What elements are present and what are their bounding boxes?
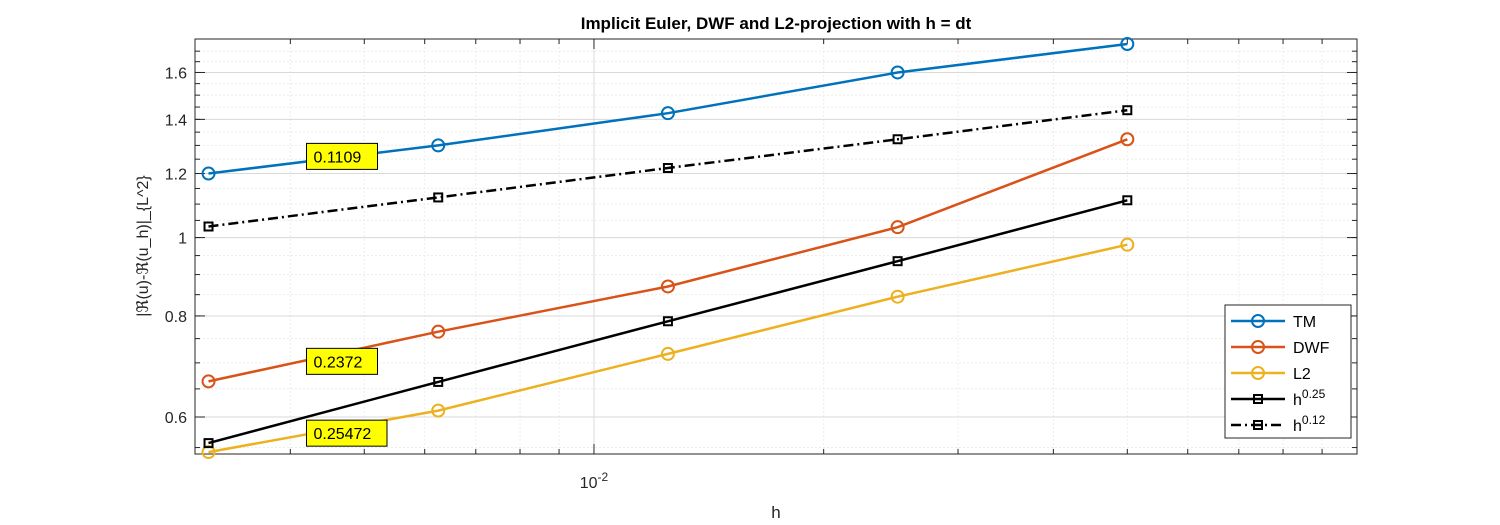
annotation-background [305,419,388,447]
x-tick-label: 10-2 [580,470,609,492]
data-point [662,316,673,327]
data-point [433,192,444,203]
data-point [1120,132,1135,147]
data-point [890,65,905,80]
annotation-label: 0.25472 [313,426,371,443]
data-point [201,445,216,460]
data-point [892,134,903,145]
legend-item[interactable]: TM [1231,314,1316,331]
annotations: 0.1109 0.2372 0.25472 [305,142,388,447]
legend-label: h0.25 [1293,387,1326,409]
data-point [660,279,675,294]
axis-ticks: 0.6 0.8 1 1.2 1.4 1.6 10-2 [165,39,1358,492]
data-point [660,106,675,121]
data-point [431,138,446,153]
x-axis-label: h [771,503,780,522]
data-point [1122,195,1133,206]
series-line [208,108,1128,228]
legend[interactable]: TM DWF L2 h0.25 h0.12 [1224,304,1352,439]
annotation-box: 0.2372 [305,347,378,375]
series-line [208,199,1128,445]
y-tick-label: 1.2 [165,167,187,184]
data-point [201,374,216,389]
data-point [431,403,446,418]
legend-label: h0.12 [1293,413,1326,435]
legend-marker [1253,420,1263,430]
data-point [1120,37,1135,52]
legend-label: DWF [1293,340,1330,357]
series-h-0-12 [203,105,1133,232]
data-point [203,221,214,232]
annotation-background [305,347,378,375]
annotation-box: 0.1109 [305,142,378,170]
y-tick-label: 0.6 [165,410,187,427]
legend-marker [1251,314,1265,328]
y-tick-label: 1.4 [165,112,187,129]
data-point [892,256,903,267]
legend-item[interactable]: h0.25 [1231,387,1326,409]
data-point [890,220,905,235]
data-point [1120,237,1135,252]
annotation-label: 0.2372 [313,354,362,371]
annotation-background [305,142,378,170]
y-axis-label: |ℜ(u)-ℜ(u_h)|_{L^2} [135,175,152,317]
annotation-box: 0.25472 [305,419,388,447]
data-point [660,346,675,361]
y-tick-label: 0.8 [165,309,187,326]
data-point [662,163,673,174]
legend-marker [1251,340,1265,354]
series-h-0-25 [203,195,1133,449]
legend-item[interactable]: h0.12 [1231,413,1326,435]
data-point [201,166,216,181]
y-tick-label: 1 [178,231,187,248]
data-point [203,438,214,449]
legend-label: TM [1293,314,1316,331]
legend-marker [1253,394,1263,404]
y-tick-label: 1.6 [165,65,187,82]
annotation-label: 0.1109 [313,149,361,166]
data-point [433,376,444,387]
data-point [890,289,905,304]
legend-label: L2 [1293,366,1311,383]
chart-title: Implicit Euler, DWF and L2-projection wi… [581,14,972,33]
data-point [1122,105,1133,116]
plot-area [194,38,1358,455]
legend-item[interactable]: DWF [1231,340,1330,357]
legend-box [1224,304,1352,439]
legend-marker [1251,366,1265,380]
data-point [431,324,446,339]
legend-item[interactable]: L2 [1231,366,1311,383]
